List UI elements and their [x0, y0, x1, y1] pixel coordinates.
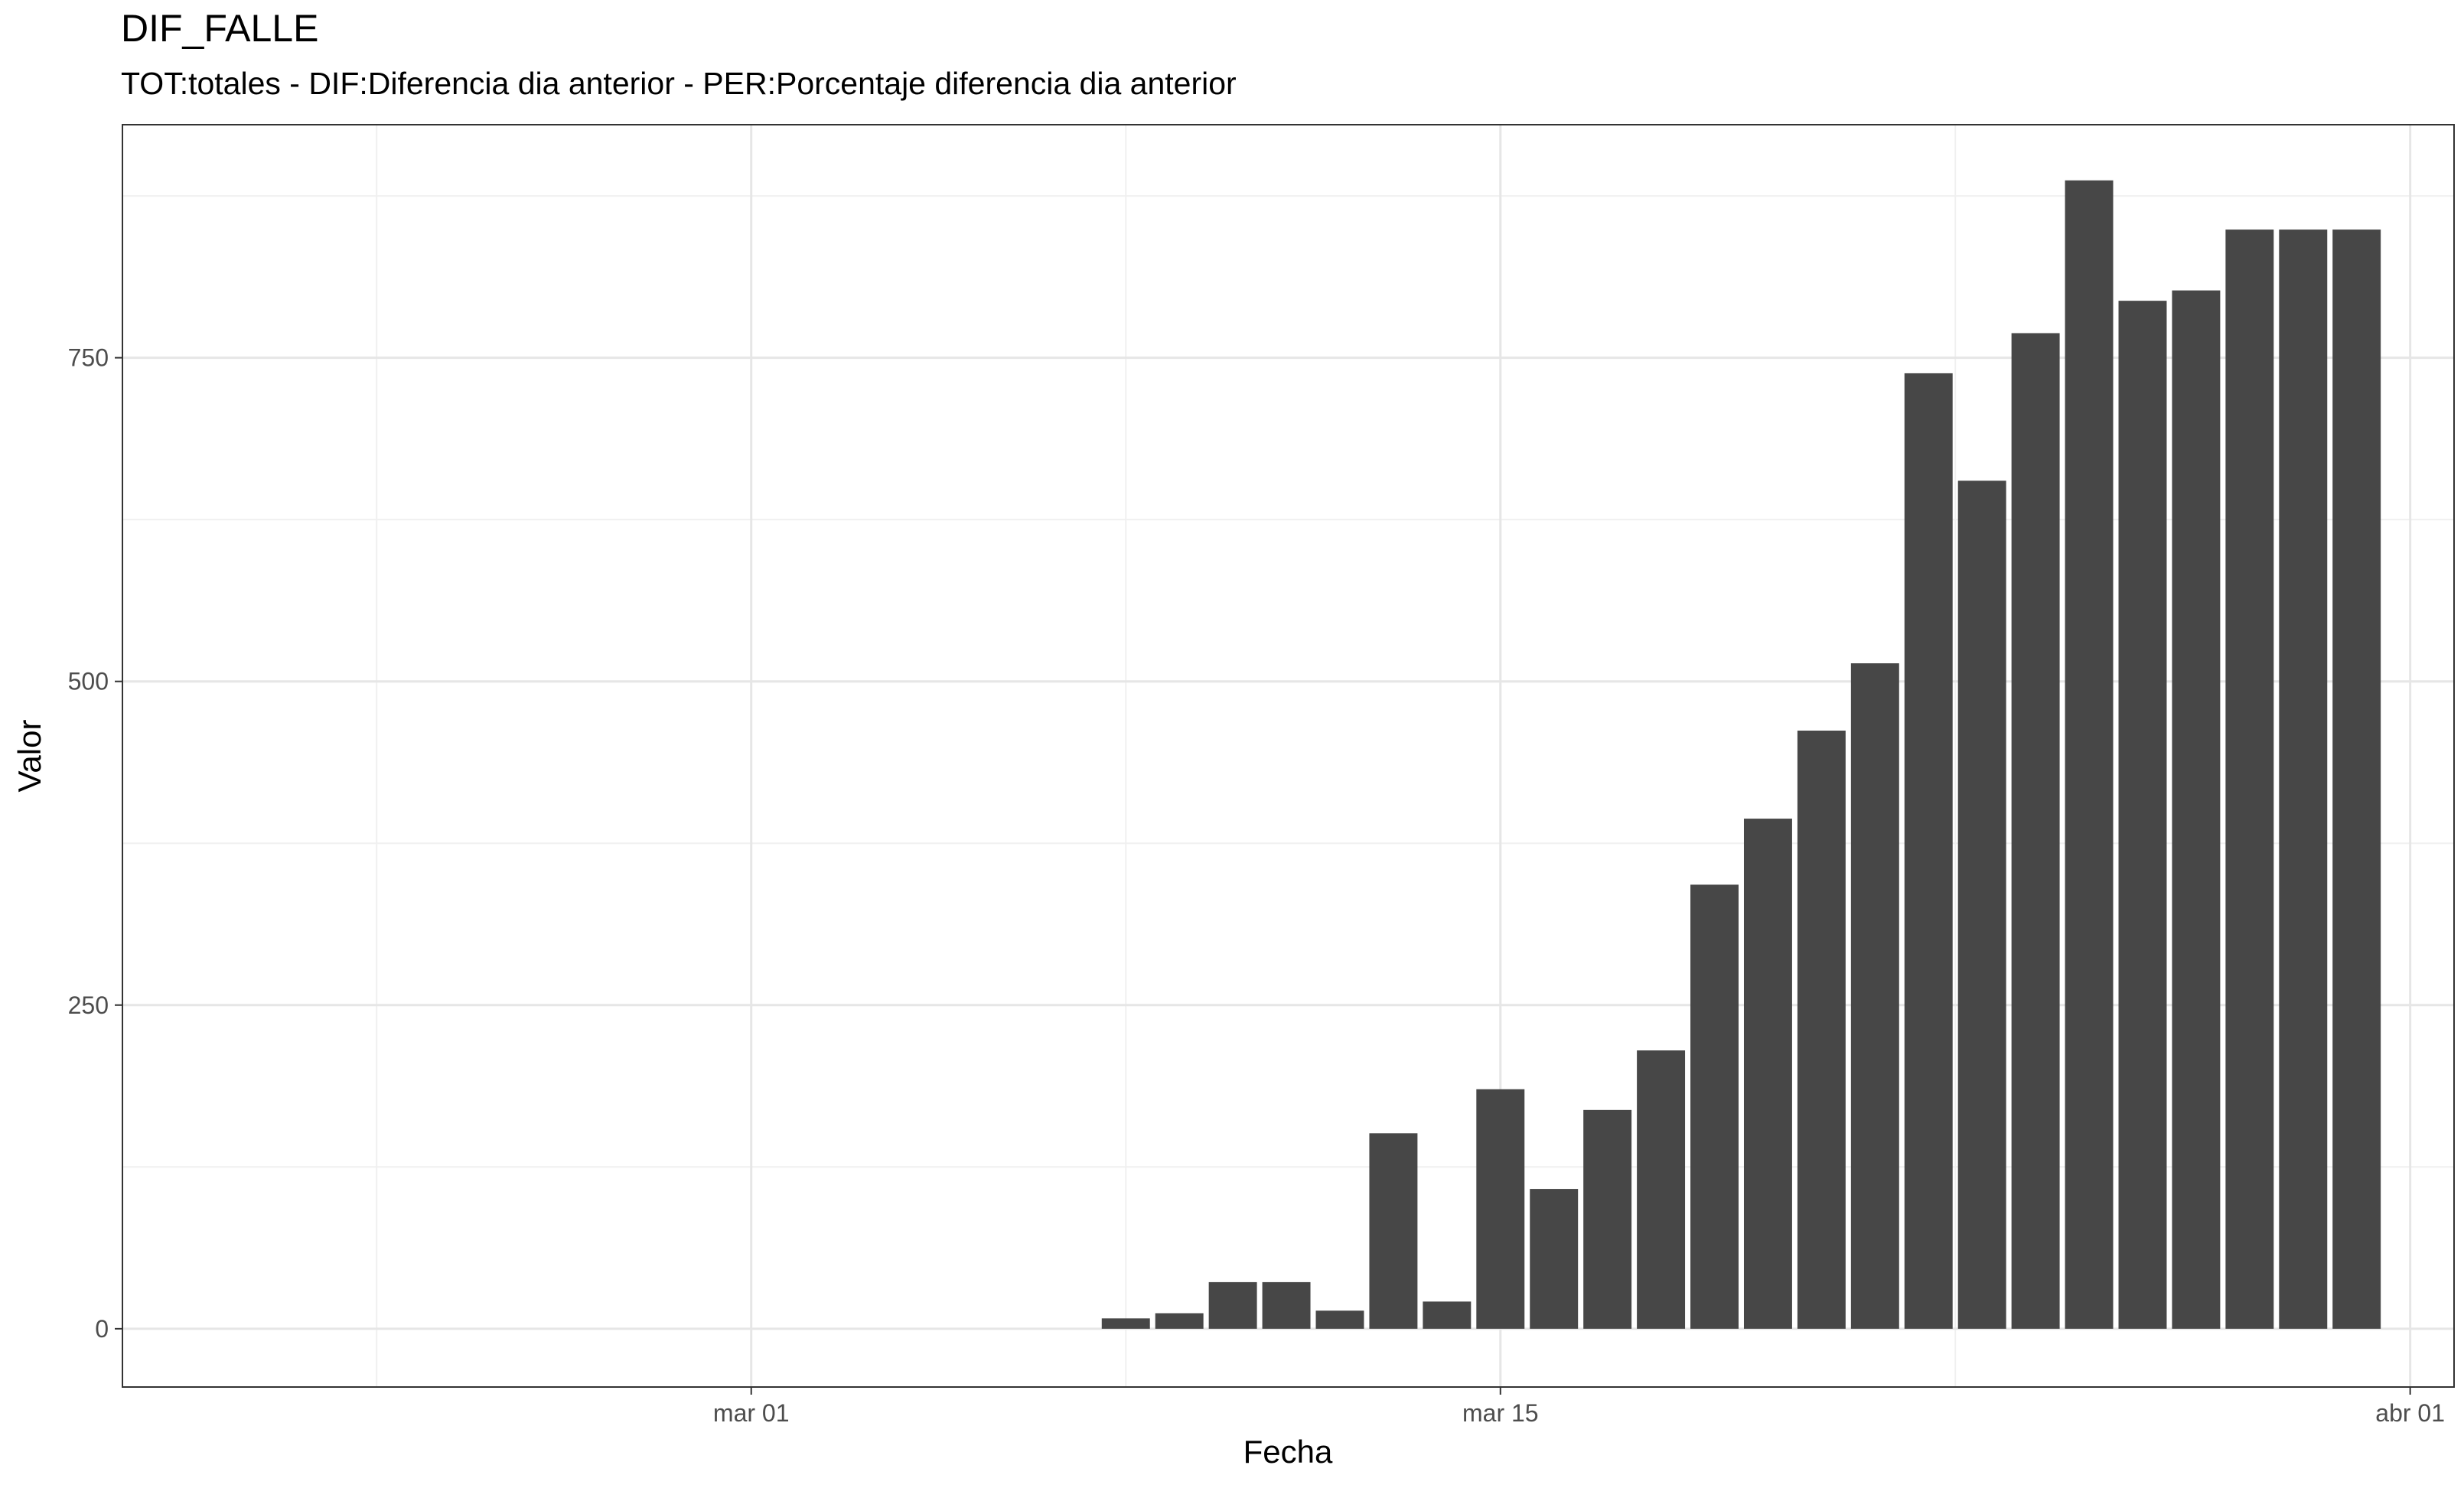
x-tick-label: mar 15 — [1462, 1399, 1539, 1427]
bar — [2225, 230, 2274, 1329]
x-tick-label: abr 01 — [2375, 1399, 2445, 1427]
bar — [1423, 1301, 1472, 1329]
y-tick-label: 750 — [68, 344, 109, 372]
y-axis-title: Valor — [11, 720, 47, 793]
x-axis: mar 01 mar 15 abr 01 — [713, 1387, 2445, 1427]
bar — [2279, 230, 2328, 1329]
bar — [1155, 1313, 1204, 1329]
y-tick-label: 0 — [95, 1315, 109, 1343]
bar — [1743, 819, 1792, 1329]
bar — [1262, 1281, 1311, 1329]
bar — [1850, 663, 1899, 1329]
y-tick-label: 250 — [68, 991, 109, 1019]
bar — [1797, 731, 1846, 1329]
y-tick-label: 500 — [68, 668, 109, 695]
bar — [1530, 1189, 1579, 1329]
bars — [1101, 180, 2381, 1329]
bar — [2011, 333, 2060, 1329]
y-axis: 0 250 500 750 — [68, 344, 122, 1343]
x-tick-label: mar 01 — [713, 1399, 790, 1427]
plot-border — [122, 124, 2455, 1388]
chart-title: DIF_FALLE — [121, 7, 319, 50]
bar — [2332, 230, 2381, 1329]
bar — [2065, 180, 2114, 1329]
bar — [1690, 884, 1739, 1329]
chart-subtitle: TOT:totales - DIF:Diferencia dia anterio… — [121, 66, 1237, 101]
bar — [1369, 1133, 1418, 1329]
bar — [1904, 373, 1953, 1329]
bar — [1957, 480, 2006, 1329]
bar — [1476, 1089, 1525, 1329]
bar — [1583, 1109, 1632, 1329]
bar — [1208, 1281, 1257, 1329]
bar — [1315, 1311, 1364, 1329]
bar — [2172, 290, 2221, 1329]
bar — [1637, 1050, 1686, 1329]
x-axis-title: Fecha — [1243, 1434, 1333, 1470]
bar — [1101, 1318, 1150, 1329]
bar — [2118, 301, 2167, 1329]
